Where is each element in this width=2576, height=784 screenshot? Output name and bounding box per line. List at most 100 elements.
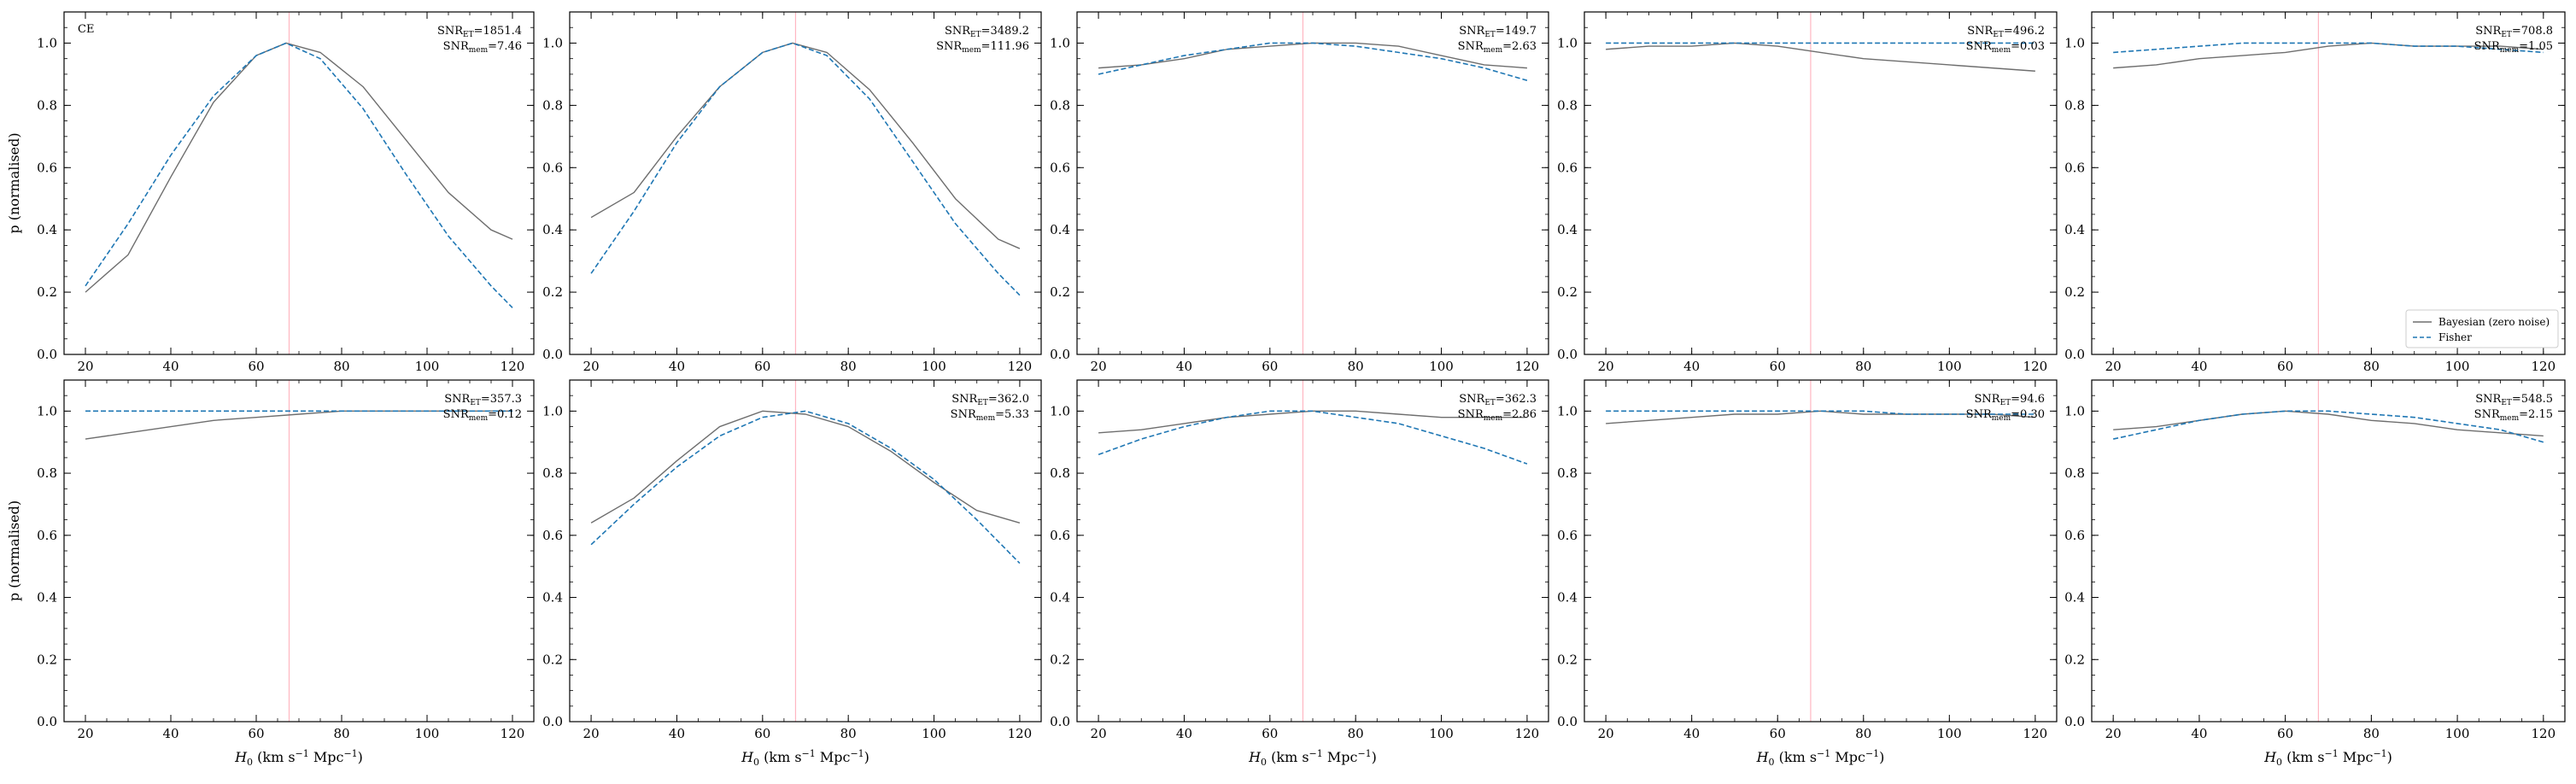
x-tick-label: 100 xyxy=(1429,359,1454,374)
y-tick-label: 0.8 xyxy=(1050,97,1070,113)
y-tick-label: 0.2 xyxy=(1050,652,1070,667)
axes-frame xyxy=(1076,379,1549,723)
x-tick-label: 100 xyxy=(1429,726,1454,741)
y-tick-label: 0.0 xyxy=(1050,347,1070,362)
y-tick-label: 0.0 xyxy=(1557,714,1578,729)
y-tick-label: 0.2 xyxy=(1557,284,1578,300)
fisher-curve xyxy=(590,410,1021,565)
x-tick-label: 80 xyxy=(333,359,349,374)
legend-fisher-label: Fisher xyxy=(2438,331,2472,343)
y-tick-label: 1.0 xyxy=(1557,403,1578,418)
y-tick-label: 1.0 xyxy=(2064,403,2085,418)
y-tick-label: 1.0 xyxy=(542,403,563,418)
x-tick-label: 100 xyxy=(1937,726,1962,741)
x-tick-label: 120 xyxy=(1008,359,1033,374)
x-tick-label: 20 xyxy=(77,359,93,374)
axes-frame xyxy=(1076,11,1549,355)
y-tick-label: 0.6 xyxy=(2064,528,2085,543)
legend: Bayesian (zero noise) Fisher xyxy=(2405,309,2559,348)
snr-et-annotation: SNRET=496.2 xyxy=(1967,25,2045,39)
x-tick-label: 40 xyxy=(669,359,685,374)
y-tick-label: 0.4 xyxy=(1050,222,1070,237)
snr-mem-annotation: SNRmem=0.12 xyxy=(443,408,522,423)
y-tick-label: 0.4 xyxy=(542,222,563,237)
x-tick-label: 20 xyxy=(1091,726,1107,741)
x-tick-label: 40 xyxy=(669,726,685,741)
x-tick-label: 20 xyxy=(583,359,600,374)
panel-9: 20 40 60 80 100 120 0.0 0.2 0.4 0.6 0.8 1.0 SNRET=94… xyxy=(1557,379,2058,768)
y-tick-label: 0.6 xyxy=(1050,528,1070,543)
y-tick-label: 0.4 xyxy=(37,222,57,237)
axes-frame xyxy=(2091,11,2566,355)
bayesian-curve xyxy=(85,42,513,293)
x-tick-label: 40 xyxy=(1683,726,1700,741)
y-tick-label: 0.8 xyxy=(2064,97,2085,113)
x-tick-label: 100 xyxy=(415,359,440,374)
y-tick-label: 0.0 xyxy=(37,347,57,362)
axes-frame xyxy=(569,11,1042,355)
y-tick-label: 0.6 xyxy=(37,160,57,175)
x-tick-label: 80 xyxy=(1348,726,1364,741)
y-tick-label: 0.8 xyxy=(37,465,57,481)
y-axis-label: p (normalised) xyxy=(6,132,22,233)
snr-mem-annotation: SNRmem=2.15 xyxy=(2474,408,2553,423)
y-tick-label: 0.0 xyxy=(2064,347,2085,362)
y-tick-label: 0.4 xyxy=(2064,222,2085,237)
axes-frame xyxy=(63,379,535,723)
x-tick-label: 40 xyxy=(1176,726,1192,741)
snr-et-annotation: SNRET=94.6 xyxy=(1975,393,2046,407)
y-tick-label: 0.2 xyxy=(542,284,563,300)
axes-frame xyxy=(1584,379,2058,723)
snr-mem-annotation: SNRmem=7.46 xyxy=(443,40,522,55)
y-tick-label: 0.6 xyxy=(1557,160,1578,175)
x-tick-label: 80 xyxy=(1855,726,1871,741)
snr-mem-annotation: SNRmem=2.63 xyxy=(1458,40,1537,55)
y-tick-label: 0.2 xyxy=(37,284,57,300)
fisher-curve xyxy=(2113,410,2544,443)
x-tick-label: 60 xyxy=(1770,726,1786,741)
bayesian-curve xyxy=(590,42,1021,249)
y-tick-label: 0.6 xyxy=(2064,160,2085,175)
x-tick-label: 60 xyxy=(1770,359,1786,374)
y-tick-label: 0.0 xyxy=(1050,714,1070,729)
x-tick-label: 120 xyxy=(1008,726,1033,741)
x-tick-label: 40 xyxy=(2191,359,2207,374)
x-tick-label: 100 xyxy=(1937,359,1962,374)
x-tick-label: 120 xyxy=(2023,359,2048,374)
x-tick-label: 20 xyxy=(2105,726,2122,741)
y-tick-label: 0.2 xyxy=(1557,652,1578,667)
x-tick-label: 20 xyxy=(1598,359,1614,374)
y-tick-label: 0.8 xyxy=(1050,465,1070,481)
snr-et-annotation: SNRET=149.7 xyxy=(1459,25,1537,39)
fisher-curve xyxy=(1098,42,1528,81)
x-tick-label: 80 xyxy=(840,726,857,741)
x-tick-label: 60 xyxy=(2277,359,2293,374)
axes-frame xyxy=(2091,379,2566,723)
y-tick-label: 0.0 xyxy=(542,714,563,729)
x-tick-label: 100 xyxy=(922,359,946,374)
x-tick-label: 100 xyxy=(415,726,440,741)
x-tick-label: 20 xyxy=(583,726,600,741)
bayesian-curve xyxy=(590,410,1021,524)
y-tick-label: 0.4 xyxy=(542,590,563,606)
snr-mem-annotation: SNRmem=0.03 xyxy=(1966,40,2045,55)
snr-et-annotation: SNRET=1851.4 xyxy=(437,25,522,39)
snr-mem-annotation: SNRmem=0.30 xyxy=(1966,408,2045,423)
x-tick-label: 120 xyxy=(2531,359,2556,374)
snr-et-annotation: SNRET=708.8 xyxy=(2475,25,2553,39)
snr-mem-annotation: SNRmem=111.96 xyxy=(936,40,1029,55)
fisher-curve xyxy=(590,42,1021,296)
snr-et-annotation: SNRET=548.5 xyxy=(2475,393,2553,407)
x-tick-label: 40 xyxy=(1176,359,1192,374)
y-tick-label: 0.4 xyxy=(1557,590,1578,606)
panel-8: 20 40 60 80 100 120 0.0 0.2 0.4 0.6 0.8 1.0 SNRET=36… xyxy=(1050,379,1549,768)
snr-mem-annotation: SNRmem=1.05 xyxy=(2474,40,2553,55)
y-tick-label: 0.8 xyxy=(542,465,563,481)
y-tick-label: 0.6 xyxy=(37,528,57,543)
y-tick-label: 0.4 xyxy=(2064,590,2085,606)
x-tick-label: 40 xyxy=(2191,726,2207,741)
y-tick-label: 0.0 xyxy=(1557,347,1578,362)
y-tick-label: 0.2 xyxy=(542,652,563,667)
fisher-curve xyxy=(1098,410,1528,465)
